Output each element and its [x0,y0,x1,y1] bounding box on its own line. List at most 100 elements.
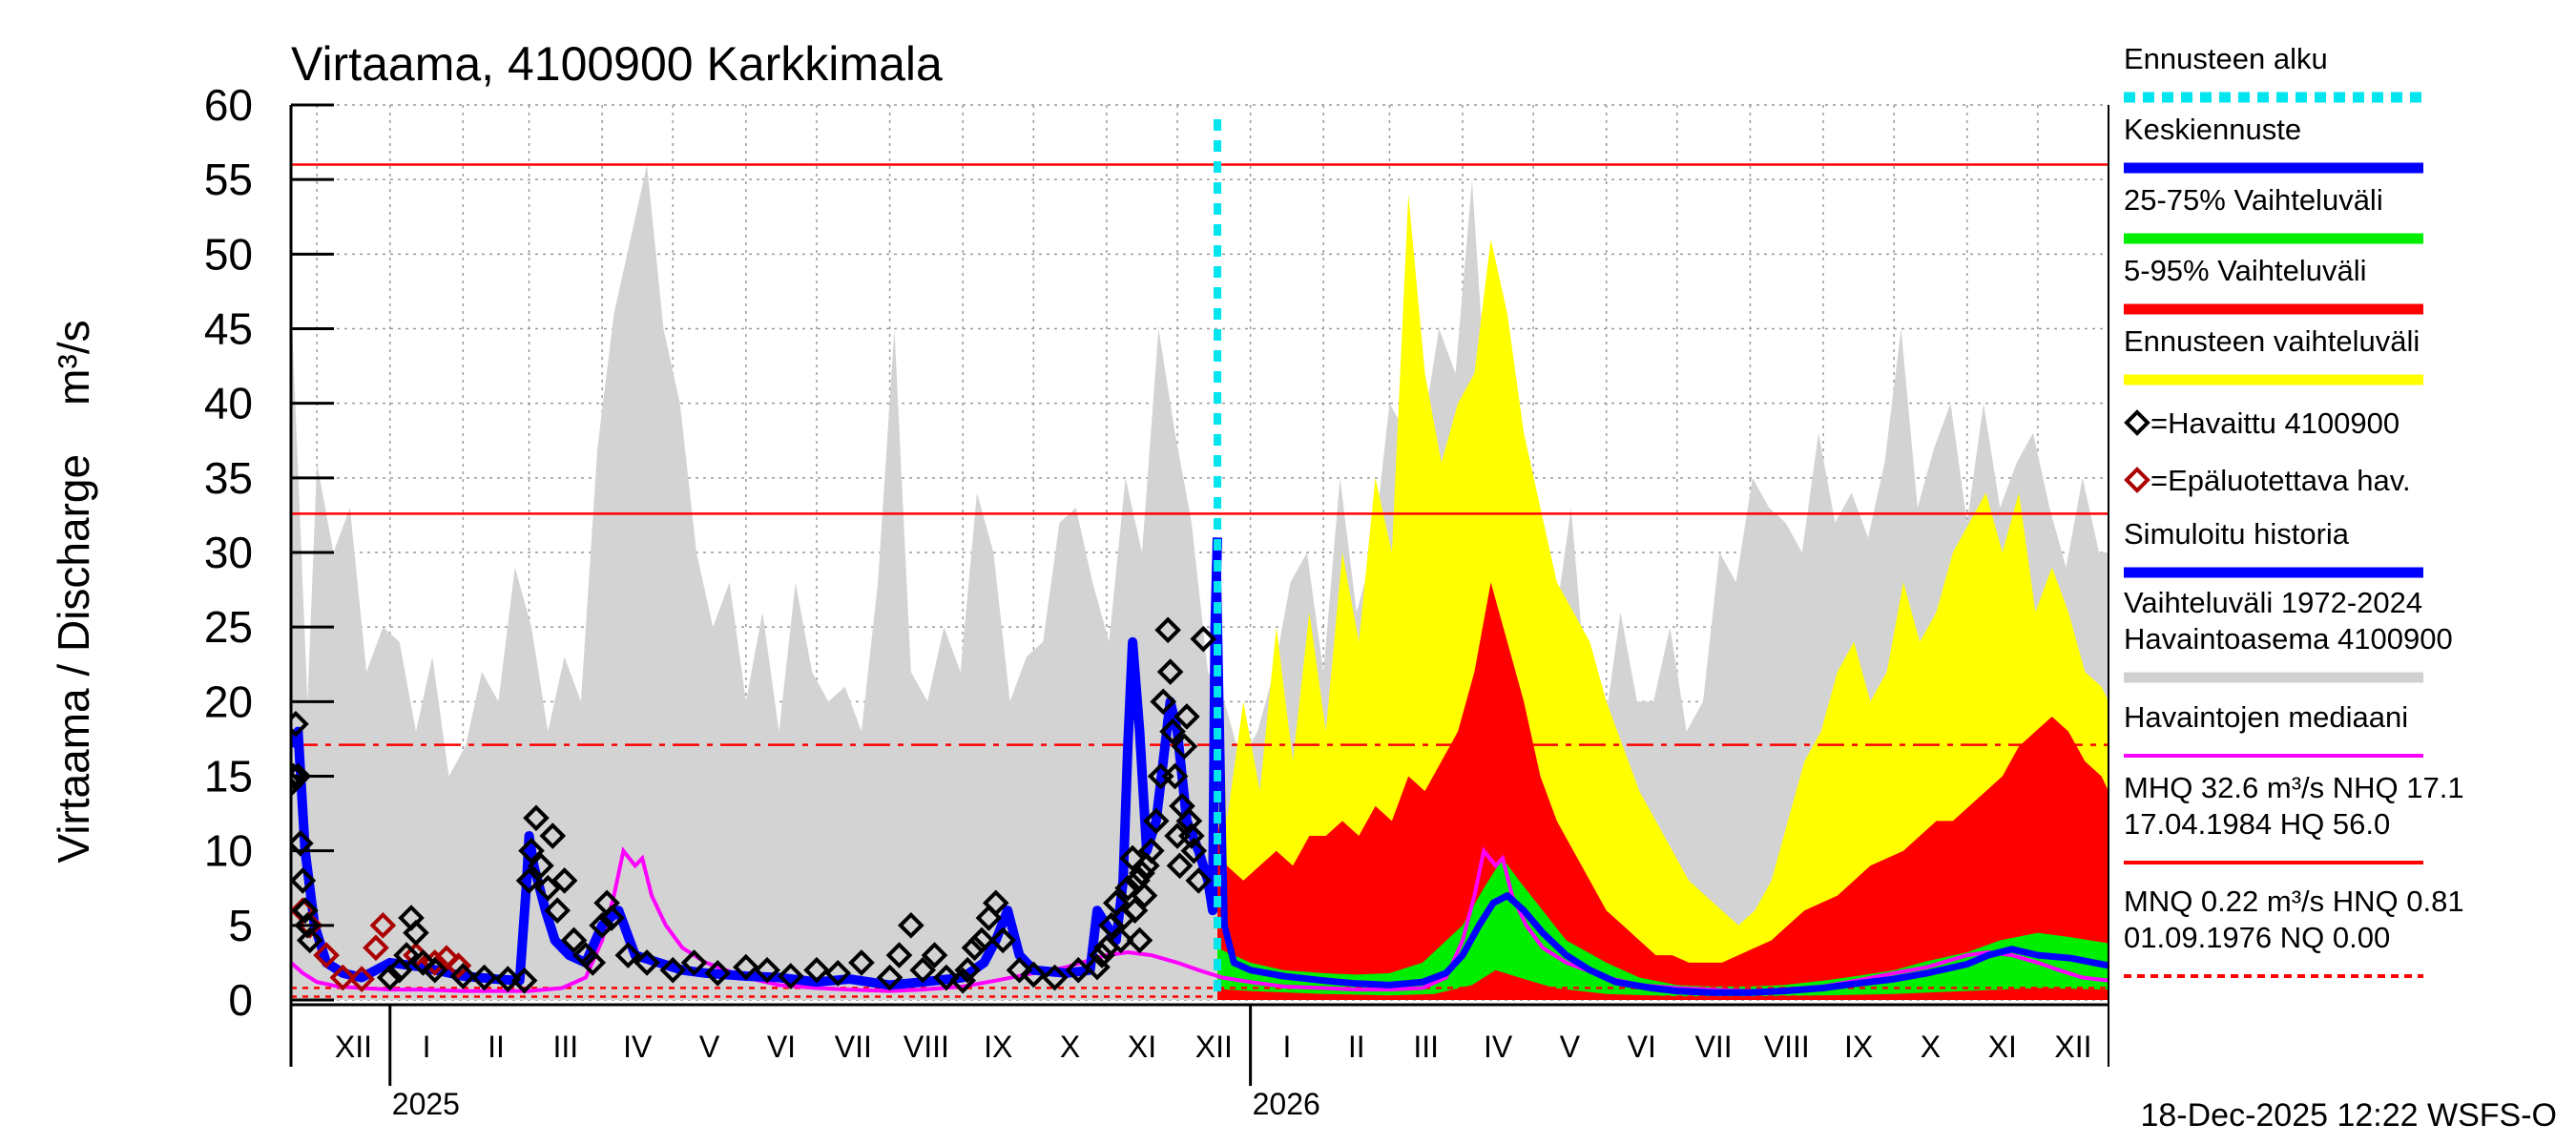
observation-marker [409,949,437,976]
month-label: X [1921,1030,1941,1064]
month-label: IV [623,1030,653,1064]
observation-marker [885,942,913,968]
unreliable-observation-marker [313,942,340,968]
month-label: IX [984,1030,1012,1064]
footer-timestamp: 18-Dec-2025 12:22 WSFS-O [2140,1097,2557,1134]
month-label: VI [767,1030,796,1064]
observation-marker [544,897,571,925]
observation-marker [294,912,322,939]
observation-marker [1178,822,1205,849]
month-label: VIII [904,1030,949,1064]
observation-marker [291,710,309,738]
observation-marker [449,963,477,989]
observation-marker [291,762,307,790]
observation-marker [968,926,995,954]
observation-marker [704,960,732,987]
observation-marker [1133,852,1160,880]
legend-item-5-swatch [2124,409,2150,436]
observation-marker [598,905,625,931]
observation-marker [909,956,937,984]
legend-item-10-label: 17.04.1984 HQ 56.0 [2124,807,2390,841]
observation-marker [403,919,429,947]
y-axis-label: Virtaama / Discharge m³/s [49,320,98,863]
plot-content [291,104,2109,1001]
observation-marker [733,953,759,981]
observation-marker [614,942,642,968]
observation-marker [921,942,948,968]
y-tick-label: 45 [204,304,253,354]
range-25-75-area [1217,858,2109,1000]
range-5-95-area [1217,582,2109,1000]
observation-marker [523,804,550,832]
observation-marker [1020,961,1048,989]
month-label: III [553,1030,579,1064]
observation-marker [803,956,830,984]
month-label: V [1560,1030,1581,1064]
observation-marker [291,867,317,894]
month-label: II [488,1030,505,1064]
observation-marker [579,949,607,976]
y-tick-label: 50 [204,229,253,279]
legend-item-7-label: Simuloitu historia [2124,517,2350,551]
month-label: IX [1844,1030,1873,1064]
observation-marker [1138,837,1165,864]
legend-item-9-label: Havaintojen mediaani [2124,700,2408,734]
observation-marker [933,964,960,991]
observation-marker [296,926,323,954]
y-tick-label: 55 [204,155,253,204]
legend: Ennusteen alku Keskiennuste 25-75% Vaihtel… [2124,42,2464,978]
unreliable-observation-marker [348,966,375,992]
observation-marker [848,949,875,976]
observation-marker [1119,844,1146,872]
observation-marker [528,852,554,880]
observation-marker [1161,762,1189,790]
legend-item-6-swatch [2124,467,2150,493]
observation-marker [989,926,1017,954]
observation-marker [1041,964,1069,991]
legend-item-11-label: 01.09.1976 NQ 0.00 [2124,921,2390,954]
observation-marker [1142,807,1170,835]
month-label: I [1282,1030,1291,1064]
legend-item-4-label: Ennusteen vaihteluväli [2124,324,2420,358]
y-tick-label: 25 [204,602,253,652]
observation-marker [421,956,448,984]
historical-range-area [291,164,2109,1000]
y-tick-label: 60 [204,80,253,130]
month-label: VII [835,1030,872,1064]
observation-marker [1159,718,1186,745]
legend-item-11-label: MNQ 0.22 m³/s HNQ 0.81 [2124,885,2464,918]
month-label: VII [1695,1030,1733,1064]
observation-marker [1126,926,1153,954]
observation-marker [1089,942,1115,968]
month-label: VIII [1764,1030,1810,1064]
observation-marker [515,867,543,894]
year-label: 2026 [1253,1087,1320,1121]
legend-item-8-label: Vaihteluväli 1972-2024 [2124,586,2422,619]
month-label: I [423,1030,431,1064]
observation-marker [824,960,852,987]
unreliable-observation-marker [433,945,460,972]
observation-marker [494,966,522,992]
observation-marker [1180,837,1208,864]
observation-marker [291,897,319,925]
month-label: XI [1988,1030,2017,1064]
forecast-median-line [1214,552,2109,996]
month-label: XII [335,1030,372,1064]
observation-marker [1131,882,1158,909]
month-label: XII [1195,1030,1233,1064]
observation-marker [1175,807,1203,835]
y-tick-label: 0 [228,975,253,1025]
observation-marker [1129,860,1155,886]
unreliable-observation-marker [329,964,357,991]
observation-marker [470,964,498,991]
year-label: 2025 [392,1087,460,1121]
observation-marker [518,837,545,864]
legend-item-5-label: =Havaittu 4100900 [2150,406,2399,440]
observation-marker [1107,926,1134,954]
legend-item-3-label: 5-95% Vaihteluväli [2124,254,2366,287]
observation-marker [1166,852,1194,880]
unreliable-observation-marker [445,952,472,979]
observation-marker [954,956,981,984]
